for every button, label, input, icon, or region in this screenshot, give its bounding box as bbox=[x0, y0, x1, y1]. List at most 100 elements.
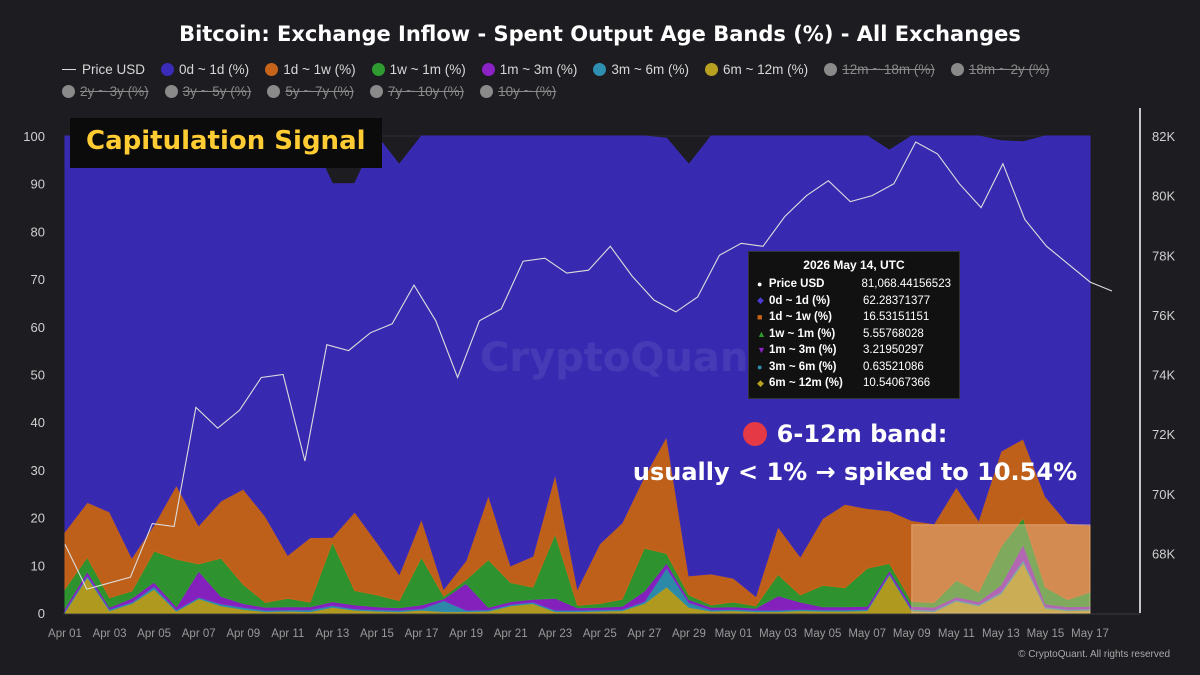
circle-marker-icon bbox=[705, 62, 719, 76]
tooltip-row: ● Price USD 81,068.44156523 bbox=[749, 276, 959, 293]
tooltip-series-value: 16.53151151 bbox=[863, 311, 930, 324]
x-tick-label: May 17 bbox=[1071, 628, 1109, 640]
y-right-tick-label: 68K bbox=[1152, 546, 1175, 561]
annotation-line-1-wrap: 6-12m band: bbox=[610, 415, 1080, 453]
legend-label: 2y ~ 3y (%) bbox=[80, 83, 149, 99]
x-tick-label: May 05 bbox=[804, 628, 842, 640]
x-tick-label: Apr 15 bbox=[360, 628, 394, 640]
copyright: © CryptoQuant. All rights reserved bbox=[1018, 649, 1170, 660]
x-tick-label: Apr 23 bbox=[538, 628, 572, 640]
legend-item[interactable]: 10y ~ (%) bbox=[480, 84, 556, 99]
tooltip-series-name: 6m ~ 12m (%) bbox=[769, 377, 843, 390]
legend: Price USD 0d ~ 1d (%) 1d ~ 1w (%) 1w ~ 1m (… bbox=[62, 58, 1162, 102]
tooltip-date: 2026 May 14, UTC bbox=[803, 258, 905, 272]
x-tick-label: Apr 03 bbox=[93, 628, 127, 640]
series-marker-icon: ● bbox=[757, 279, 763, 290]
series-marker-icon: ▲ bbox=[757, 328, 766, 339]
tooltip-series-name: 0d ~ 1d (%) bbox=[769, 294, 831, 307]
tooltip-row: ▼ 1m ~ 3m (%) 3.21950297 bbox=[749, 342, 959, 359]
legend-item[interactable]: 5y ~ 7y (%) bbox=[267, 84, 354, 99]
tooltip-row: ▲ 1w ~ 1m (%) 5.55768028 bbox=[749, 326, 959, 343]
x-tick-label: May 13 bbox=[982, 628, 1020, 640]
series-marker-icon: ◆ bbox=[757, 377, 764, 388]
y-left-tick-label: 30 bbox=[31, 463, 45, 478]
x-tick-label: Apr 21 bbox=[494, 628, 528, 640]
circle-marker-icon bbox=[371, 62, 385, 76]
price-line bbox=[64, 141, 1113, 590]
y-right-tick-label: 80K bbox=[1152, 189, 1175, 204]
circle-marker-icon bbox=[593, 62, 607, 76]
tooltip-series-name: 1m ~ 3m (%) bbox=[769, 344, 837, 357]
circle-marker-icon bbox=[62, 84, 75, 98]
y-left-tick-label: 100 bbox=[23, 129, 45, 144]
x-tick-label: Apr 19 bbox=[449, 628, 483, 640]
y-left-tick-label: 10 bbox=[31, 558, 45, 573]
legend-label: 18m ~ 2y (%) bbox=[968, 61, 1050, 77]
tooltip-series-value: 10.54067366 bbox=[863, 377, 931, 390]
tooltip-series-name: Price USD bbox=[768, 278, 825, 291]
legend-item[interactable]: 1w ~ 1m (%) bbox=[371, 61, 466, 77]
legend-item[interactable]: 1m ~ 3m (%) bbox=[481, 62, 577, 77]
legend-item[interactable]: 6m ~ 12m (%) bbox=[705, 62, 808, 77]
capitulation-label: Capitulation Signal bbox=[70, 118, 382, 168]
tooltip-row: ◆ 0d ~ 1d (%) 62.28371377 bbox=[749, 293, 959, 310]
legend-item[interactable]: 18m ~ 2y (%) bbox=[950, 61, 1050, 77]
legend-label: 6m ~ 12m (%) bbox=[723, 61, 809, 77]
tooltip-series-name: 3m ~ 6m (%) bbox=[769, 360, 837, 373]
x-tick-label: Apr 01 bbox=[48, 628, 82, 640]
y-right-tick-label: 72K bbox=[1152, 427, 1175, 442]
y-right-tick-label: 78K bbox=[1152, 248, 1175, 263]
tooltip-series-name: 1w ~ 1m (%) bbox=[769, 327, 836, 340]
tooltip-rows: ● Price USD 81,068.44156523 ◆ 0d ~ 1d (%) 62.… bbox=[749, 276, 959, 392]
legend-label: Price USD bbox=[82, 61, 146, 77]
tooltip-series-value: 81,068.44156523 bbox=[861, 278, 951, 291]
legend-label: 3m ~ 6m (%) bbox=[611, 61, 690, 77]
series-marker-icon: ● bbox=[757, 361, 763, 372]
y-right-tick-label: 76K bbox=[1152, 308, 1175, 323]
y-left-tick-label: 60 bbox=[31, 320, 45, 335]
x-tick-label: Apr 29 bbox=[672, 628, 706, 640]
legend-item[interactable]: 1d ~ 1w (%) bbox=[265, 62, 356, 77]
y-right-tick-label: 74K bbox=[1152, 368, 1175, 383]
x-tick-label: May 09 bbox=[893, 628, 931, 640]
x-tick-label: Apr 17 bbox=[405, 628, 439, 640]
legend-item[interactable]: 12m ~ 18m (%) bbox=[824, 62, 935, 77]
series-marker-icon: ▼ bbox=[757, 345, 766, 356]
legend-label: 1w ~ 1m (%) bbox=[389, 61, 466, 77]
x-tick-label: May 15 bbox=[1027, 628, 1065, 640]
tooltip-series-value: 62.28371377 bbox=[863, 294, 931, 307]
legend-label: 3y ~ 5y (%) bbox=[182, 83, 252, 99]
y-left-tick-label: 0 bbox=[38, 606, 45, 621]
series-marker-icon: ■ bbox=[757, 312, 763, 323]
x-tick-label: May 03 bbox=[759, 628, 797, 640]
x-tick-label: May 01 bbox=[715, 628, 753, 640]
chart-tooltip: 2026 May 14, UTC ● Price USD 81,068.441565… bbox=[748, 251, 960, 399]
circle-marker-icon bbox=[480, 84, 494, 98]
watermark: CryptoQuant bbox=[480, 335, 768, 381]
circle-marker-icon bbox=[161, 62, 175, 76]
red-dot-icon bbox=[742, 422, 767, 446]
legend-item[interactable]: 7y ~ 10y (%) bbox=[369, 83, 465, 99]
circle-marker-icon bbox=[369, 84, 383, 98]
legend-item[interactable]: 3m ~ 6m (%) bbox=[593, 62, 689, 77]
x-tick-label: Apr 07 bbox=[182, 628, 216, 640]
tooltip-row: ■ 1d ~ 1w (%) 16.53151151 bbox=[749, 309, 959, 326]
circle-marker-icon bbox=[265, 62, 279, 76]
tooltip-series-name: 1d ~ 1w (%) bbox=[769, 311, 832, 324]
legend-label: 0d ~ 1d (%) bbox=[179, 61, 250, 77]
legend-item[interactable]: 3y ~ 5y (%) bbox=[164, 83, 252, 99]
y-left-tick-label: 90 bbox=[31, 177, 45, 192]
y-left-tick-label: 70 bbox=[31, 272, 45, 287]
legend-label: 7y ~ 10y (%) bbox=[387, 83, 465, 99]
tooltip-series-value: 3.21950297 bbox=[863, 344, 924, 357]
circle-marker-icon bbox=[950, 62, 964, 76]
highlight-band bbox=[911, 524, 1091, 614]
circle-marker-icon bbox=[481, 62, 495, 76]
legend-item[interactable]: Price USD bbox=[62, 62, 145, 77]
annotation-line-1: 6-12m band: bbox=[776, 420, 948, 448]
line-marker-icon bbox=[62, 68, 76, 70]
series-marker-icon: ◆ bbox=[757, 295, 764, 306]
chart-title: Bitcoin: Exchange Inflow - Spent Output … bbox=[179, 22, 1021, 46]
legend-item[interactable]: 2y ~ 3y (%) bbox=[62, 84, 149, 99]
legend-item[interactable]: 0d ~ 1d (%) bbox=[161, 62, 249, 77]
